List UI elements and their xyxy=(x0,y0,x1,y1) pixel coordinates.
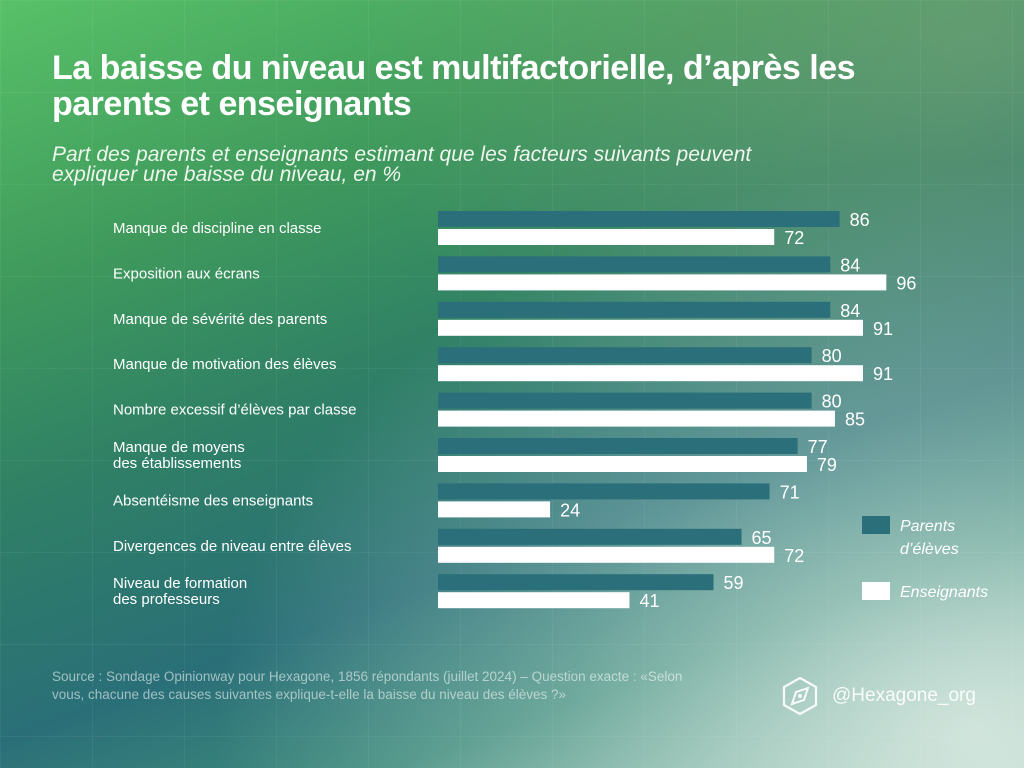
bar-enseignants xyxy=(438,365,863,382)
category-label: Nombre excessif d’élèves par classe xyxy=(113,402,356,419)
legend-label-parents: Parents d’élèves xyxy=(900,518,959,558)
bar-enseignants xyxy=(438,456,807,472)
category-label: Manque de sévérité des parents xyxy=(113,311,327,328)
bar-parents xyxy=(438,438,798,454)
category-label: Manque de discipline en classe xyxy=(113,220,321,237)
bar-parents xyxy=(438,574,714,591)
category-label: Absentéisme des enseignants xyxy=(113,492,313,509)
bar-enseignants xyxy=(438,319,863,336)
category-label: Niveau de formation des professeurs xyxy=(113,575,247,608)
value-label-enseignants: 24 xyxy=(560,500,580,520)
hexagon-compass-icon xyxy=(782,676,818,716)
bar-parents xyxy=(438,528,742,545)
bar-parents xyxy=(438,256,831,273)
source-note: Source : Sondage Opinionway pour Hexagon… xyxy=(52,669,683,702)
bar-enseignants xyxy=(438,274,887,291)
value-label-enseignants: 41 xyxy=(639,591,659,611)
value-label-parents: 84 xyxy=(840,255,860,275)
bar-parents xyxy=(438,301,831,318)
value-label-enseignants: 79 xyxy=(817,455,837,475)
bar-enseignants xyxy=(438,229,775,245)
bar-enseignants xyxy=(438,546,775,563)
legend-swatch-parents xyxy=(862,516,890,534)
value-label-parents: 71 xyxy=(780,482,800,502)
bar-enseignants xyxy=(438,501,551,518)
legend-label-enseignants: Enseignants xyxy=(900,584,988,601)
value-label-parents: 80 xyxy=(822,392,842,412)
bar-parents xyxy=(438,483,770,500)
value-label-parents: 86 xyxy=(850,210,870,230)
value-label-enseignants: 91 xyxy=(873,364,893,384)
category-label: Exposition aux écrans xyxy=(113,265,260,282)
value-label-enseignants: 85 xyxy=(845,410,865,430)
value-label-parents: 59 xyxy=(724,573,744,593)
brand: @Hexagone_org xyxy=(782,676,976,716)
value-label-parents: 65 xyxy=(752,528,772,548)
chart-title: La baisse du niveau est multifactorielle… xyxy=(52,49,856,123)
value-label-parents: 80 xyxy=(822,346,842,366)
bar-parents xyxy=(438,392,812,409)
category-label: Manque de motivation des élèves xyxy=(113,356,336,373)
bar-enseignants xyxy=(438,410,835,427)
legend-swatch-enseignants xyxy=(862,582,890,600)
value-label-enseignants: 72 xyxy=(784,228,804,248)
chart-subtitle: Part des parents et enseignants estimant… xyxy=(52,143,752,186)
category-label: Manque de moyens des établissements xyxy=(113,439,245,472)
bar-enseignants xyxy=(438,592,630,609)
value-label-enseignants: 96 xyxy=(896,273,916,293)
value-label-parents: 77 xyxy=(808,437,828,457)
bar-parents xyxy=(438,347,812,364)
category-label: Divergences de niveau entre élèves xyxy=(113,538,351,555)
brand-handle: @Hexagone_org xyxy=(832,685,976,706)
value-label-parents: 84 xyxy=(840,301,860,321)
value-label-enseignants: 91 xyxy=(873,319,893,339)
value-label-enseignants: 72 xyxy=(784,546,804,566)
bar-parents xyxy=(438,211,840,227)
